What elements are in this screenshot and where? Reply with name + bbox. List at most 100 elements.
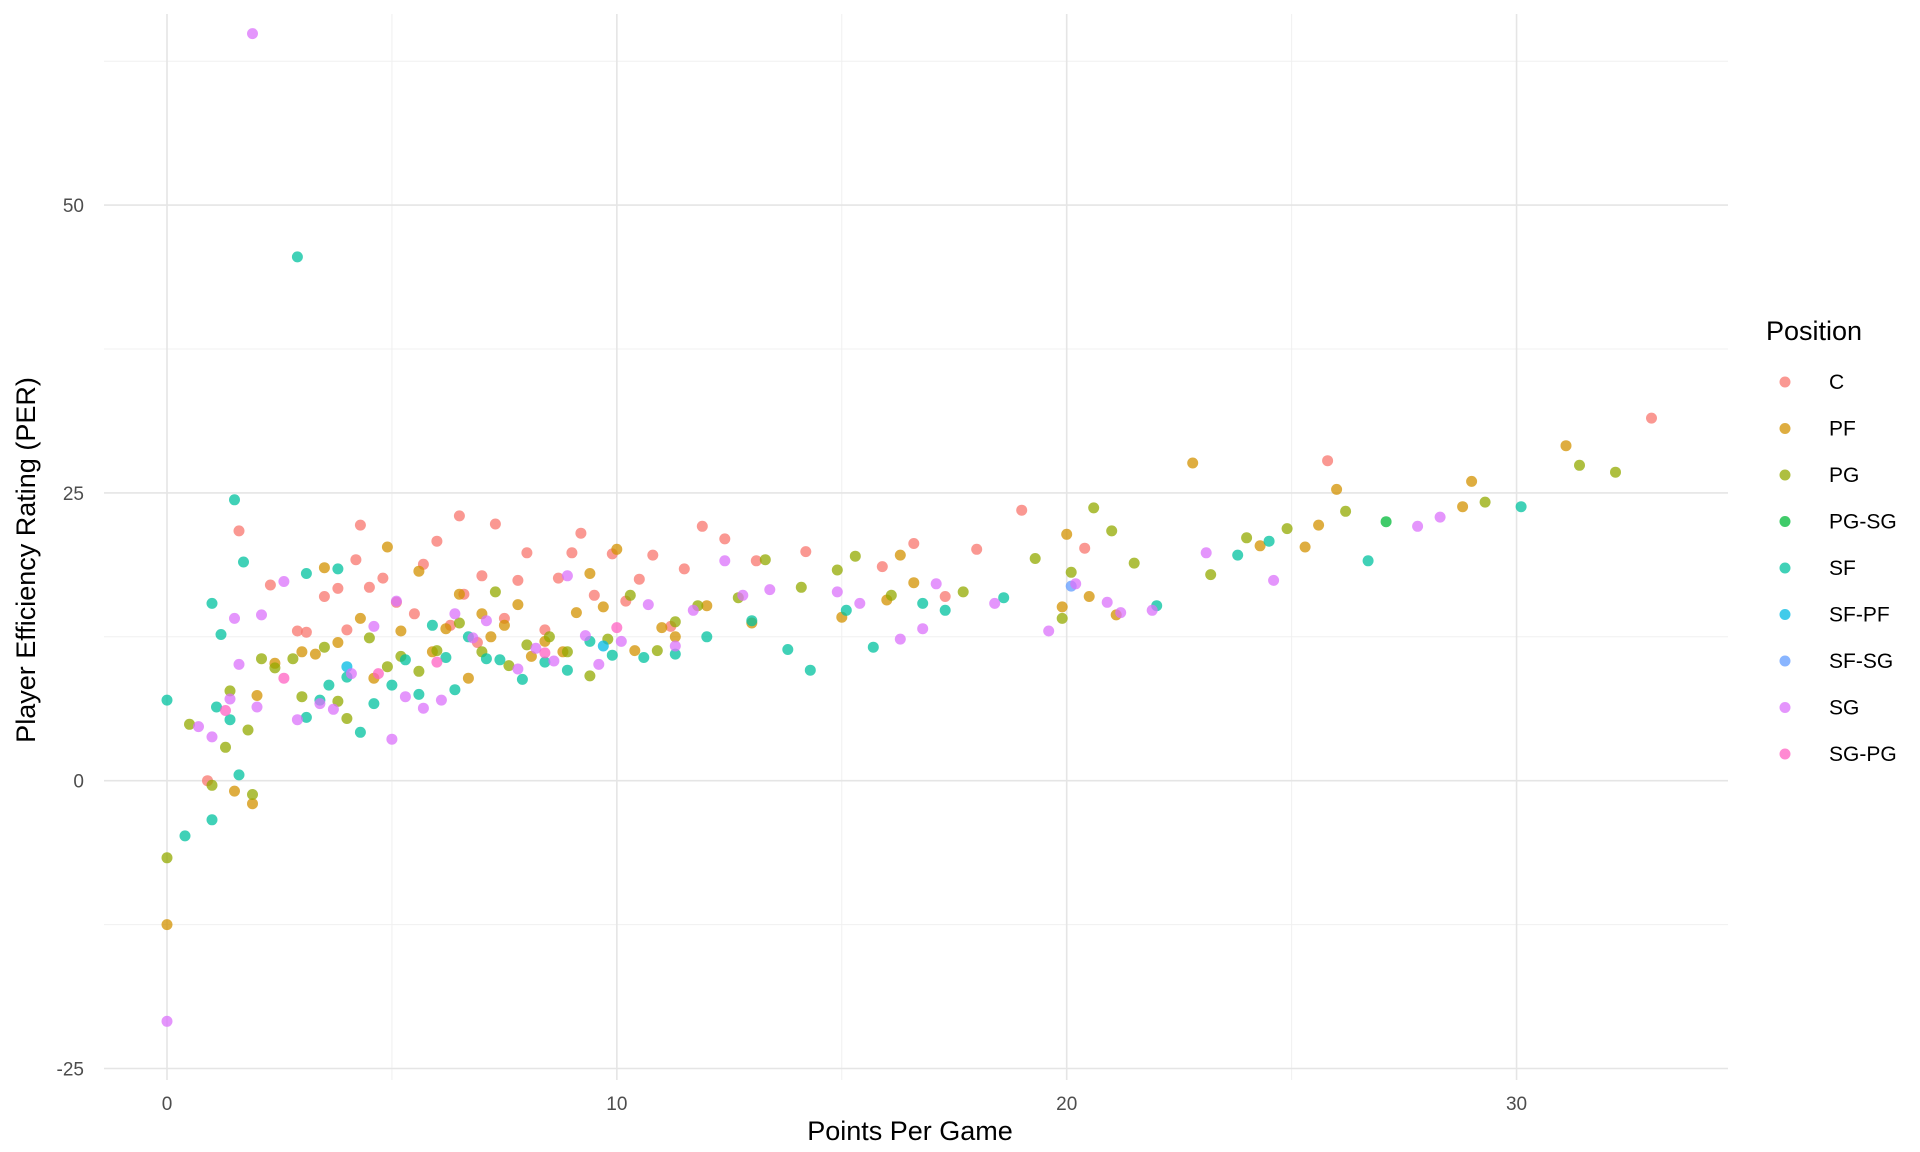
- point-sf: [1362, 555, 1374, 567]
- point-sf: [480, 653, 492, 665]
- point-sf: [1232, 549, 1244, 561]
- point-c: [332, 582, 344, 594]
- point-pg: [453, 617, 465, 629]
- legend-key-pg: [1779, 469, 1791, 481]
- point-pg: [206, 779, 218, 791]
- point-c: [300, 626, 312, 638]
- point-pf: [1083, 591, 1095, 602]
- y-tick-label: 25: [63, 484, 84, 505]
- point-pg: [669, 616, 681, 628]
- point-c: [233, 525, 245, 537]
- point-c: [318, 591, 330, 602]
- point-pg: [795, 581, 807, 593]
- point-sg: [615, 635, 627, 647]
- point-c: [876, 561, 888, 573]
- point-c: [431, 535, 443, 547]
- point-pf: [894, 549, 906, 561]
- point-sf: [669, 648, 681, 660]
- point-pf: [525, 650, 537, 662]
- point-c: [453, 510, 465, 522]
- legend: Position C PF PG PG-SG SF SF-PF SF-SG SG SG-PG: [1766, 316, 1897, 766]
- point-pg: [269, 662, 281, 674]
- point-pg: [521, 639, 533, 651]
- point-pg: [1128, 557, 1140, 569]
- point-pf: [584, 568, 596, 579]
- point-sf-pf: [597, 640, 609, 652]
- point-sf: [224, 714, 236, 726]
- point-sg: [224, 693, 236, 705]
- point-c: [800, 546, 812, 558]
- point-pf: [395, 625, 407, 637]
- point-sf: [206, 597, 218, 609]
- point-sf: [179, 830, 191, 842]
- x-tick-label: 20: [1056, 1094, 1077, 1115]
- point-pg: [431, 645, 443, 657]
- point-c: [908, 538, 920, 549]
- y-tick-label: -25: [57, 1059, 84, 1080]
- point-sf: [917, 597, 929, 609]
- point-pg: [296, 691, 308, 703]
- point-sf: [233, 769, 245, 781]
- point-sg: [930, 578, 942, 590]
- point-pf: [669, 631, 681, 643]
- point-sg: [417, 702, 429, 714]
- point-sg: [530, 642, 542, 654]
- point-sg: [1146, 604, 1158, 616]
- point-sf: [291, 251, 303, 263]
- point-sg: [1268, 574, 1280, 586]
- point-pf: [453, 588, 465, 600]
- point-c: [377, 572, 389, 584]
- point-pg: [1340, 505, 1352, 517]
- legend-key-pf: [1779, 423, 1791, 434]
- point-sg: [229, 612, 240, 624]
- point-pf: [1466, 475, 1478, 487]
- point-pg: [849, 550, 861, 562]
- point-pg: [224, 685, 236, 697]
- point-pf: [485, 631, 497, 643]
- point-pg: [624, 589, 636, 601]
- point-pg: [1029, 553, 1041, 564]
- point-pg: [1056, 612, 1068, 624]
- point-c: [408, 608, 420, 620]
- point-c: [678, 563, 690, 575]
- point-pf: [1331, 483, 1343, 495]
- point-c: [939, 591, 951, 602]
- point-sf: [323, 679, 335, 691]
- point-pg: [489, 586, 501, 598]
- point-pf: [1560, 440, 1572, 452]
- legend-key-sf: [1779, 562, 1791, 574]
- point-sg: [989, 597, 1001, 609]
- point-pf: [229, 785, 240, 797]
- point-sg: [256, 609, 267, 621]
- point-pf: [1061, 528, 1073, 540]
- point-pg: [1574, 459, 1585, 471]
- point-sf: [300, 568, 312, 579]
- point-sg: [399, 691, 411, 703]
- point-sg: [737, 589, 749, 601]
- legend-label-sf: SF: [1829, 557, 1856, 580]
- point-sf: [1263, 535, 1275, 547]
- point-sg: [512, 663, 524, 675]
- point-sg: [831, 586, 843, 598]
- point-pg: [1281, 523, 1293, 535]
- point-sg: [1070, 578, 1082, 590]
- point-pg: [1065, 566, 1077, 578]
- point-sg: [161, 1015, 173, 1027]
- point-sf: [638, 652, 650, 663]
- point-sf: [161, 694, 173, 706]
- point-sf: [386, 679, 398, 691]
- legend-label-pg-sg: PG-SG: [1829, 511, 1897, 534]
- point-sf: [494, 654, 506, 666]
- x-tick-label: 0: [162, 1094, 173, 1115]
- point-sg: [233, 658, 245, 670]
- point-pg: [220, 741, 231, 753]
- point-sf: [998, 592, 1010, 604]
- point-sg-pg: [611, 622, 623, 634]
- point-sg: [719, 555, 731, 567]
- point-c: [1079, 542, 1091, 554]
- point-pf: [161, 919, 173, 931]
- point-pf: [1457, 501, 1469, 513]
- x-axis-ticks: 0 10 20 30: [162, 1094, 1527, 1115]
- point-c: [647, 549, 659, 561]
